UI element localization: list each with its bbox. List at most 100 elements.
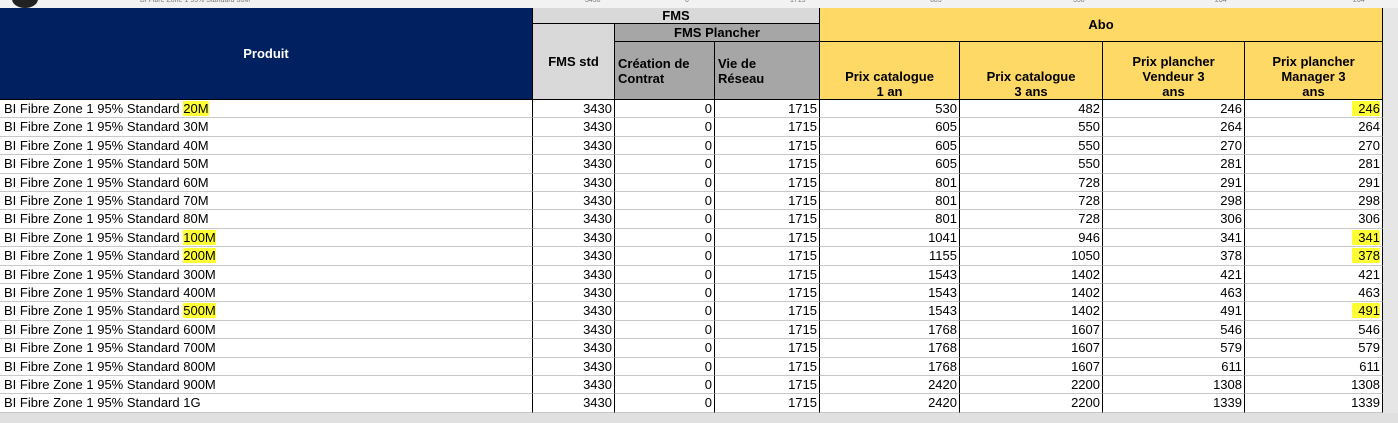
cut-row-value: 550 — [1073, 0, 1085, 4]
value-cell: 1715 — [715, 118, 820, 137]
value-cell: 579 — [1245, 339, 1383, 358]
value-cell: 298 — [1245, 192, 1383, 211]
value: 270 — [1220, 137, 1242, 153]
value-cell: 579 — [1103, 339, 1245, 358]
value: 1715 — [788, 395, 817, 411]
value-cell: 291 — [1245, 173, 1383, 192]
cut-row-product: BI Fibre Zone 1 95% Standard 30M — [140, 0, 251, 4]
value-cell: 1715 — [715, 228, 820, 248]
side-gutter — [1383, 8, 1398, 413]
value: 1402 — [1071, 303, 1100, 319]
column-header: Prix plancher Vendeur 3 ans — [1103, 42, 1245, 100]
product-name: BI Fibre Zone 1 95% Standard — [4, 266, 180, 282]
cut-row-value: 1715 — [790, 0, 806, 4]
value: 1155 — [929, 248, 957, 264]
value: 281 — [1358, 156, 1380, 172]
value-cell: 421 — [1245, 265, 1383, 284]
value: 0 — [704, 193, 712, 208]
product-cell: BI Fibre Zone 1 95% Standard 100M — [0, 228, 533, 248]
product-cell: BI Fibre Zone 1 95% Standard 1G — [0, 394, 533, 413]
value-cell: 801 — [820, 210, 960, 229]
value-cell: 1607 — [960, 357, 1103, 376]
column-header: Vie de Réseau — [715, 42, 820, 100]
value: 270 — [1358, 137, 1380, 153]
value: 1543 — [928, 266, 957, 282]
product-cell: BI Fibre Zone 1 95% Standard 50M — [0, 155, 533, 174]
value-cell: 605 — [820, 136, 960, 156]
header-produit: Produit — [0, 8, 533, 100]
value-cell: 550 — [960, 136, 1103, 156]
value: 530 — [935, 101, 957, 116]
cut-row-value: 3430 — [585, 0, 601, 4]
value: 1715 — [788, 174, 817, 190]
value: 0 — [704, 377, 712, 392]
value: 2200 — [1071, 395, 1100, 411]
value: 1715 — [788, 248, 817, 264]
value: 1768 — [928, 358, 957, 374]
value-cell: 1308 — [1103, 376, 1245, 395]
value: 291 — [1358, 174, 1380, 190]
header-text: Produit — [243, 46, 289, 61]
value: 1715 — [788, 358, 817, 374]
value-cell: 1715 — [715, 247, 820, 266]
value-cell: 341 — [1103, 228, 1245, 248]
value: 491 — [1220, 303, 1242, 319]
value: 546 — [1220, 321, 1242, 337]
column-header: Prix plancher Manager 3 ans — [1245, 42, 1383, 100]
product-cell: BI Fibre Zone 1 95% Standard 800M — [0, 357, 533, 376]
value: 3430 — [583, 119, 612, 135]
value-cell: 281 — [1245, 155, 1383, 174]
value: 611 — [1221, 358, 1242, 374]
value-cell: 0 — [615, 302, 715, 321]
value: 1339 — [1351, 395, 1380, 411]
value-cell: 2200 — [960, 394, 1103, 413]
product-speed: 700M — [183, 340, 216, 356]
product-speed: 40M — [183, 137, 209, 153]
product-speed: 200M — [183, 248, 216, 264]
value: 546 — [1358, 321, 1380, 337]
value-cell: 1339 — [1245, 394, 1383, 413]
value-cell: 0 — [615, 357, 715, 376]
product-speed: 300M — [183, 266, 216, 282]
product-speed: 900M — [183, 377, 216, 392]
cut-row-text: BI Fibre Zone 1 95% Standard 30M 3430 0 171… — [0, 0, 1398, 7]
value-cell: 463 — [1103, 284, 1245, 303]
product-cell: BI Fibre Zone 1 95% Standard 700M — [0, 339, 533, 358]
value: 801 — [935, 174, 957, 190]
value-cell: 0 — [615, 155, 715, 174]
value: 1402 — [1071, 266, 1100, 282]
product-name: BI Fibre Zone 1 95% Standard — [4, 303, 180, 319]
value: 0 — [704, 340, 712, 356]
value-cell: 1715 — [715, 302, 820, 321]
value: 0 — [704, 101, 712, 116]
value-cell: 728 — [960, 210, 1103, 229]
value-cell: 306 — [1245, 210, 1383, 229]
value-cell: 1768 — [820, 339, 960, 358]
value-cell: 491 — [1245, 302, 1383, 321]
value-cell: 246 — [1103, 100, 1245, 119]
value-cell: 1768 — [820, 320, 960, 340]
product-cell: BI Fibre Zone 1 95% Standard 600M — [0, 320, 533, 340]
value: 1607 — [1071, 340, 1100, 356]
product-cell: BI Fibre Zone 1 95% Standard 70M — [0, 192, 533, 211]
value-cell: 1543 — [820, 265, 960, 284]
value: 306 — [1358, 211, 1380, 227]
value: 1543 — [928, 303, 957, 319]
value-cell: 270 — [1245, 136, 1383, 156]
value: 1715 — [788, 266, 817, 282]
value-cell: 0 — [615, 376, 715, 395]
value: 421 — [1220, 266, 1242, 282]
value-cell: 482 — [960, 100, 1103, 119]
column-header: Création de Contrat — [615, 42, 715, 100]
value-cell: 463 — [1245, 284, 1383, 303]
column-header: FMS std — [533, 24, 615, 100]
product-name: BI Fibre Zone 1 95% Standard — [4, 340, 180, 356]
header-text: Prix plancher Vendeur 3 ans — [1132, 54, 1215, 99]
value: 605 — [935, 119, 957, 135]
value: 3430 — [583, 266, 612, 282]
value-cell: 3430 — [533, 118, 615, 137]
header-text: FMS — [662, 8, 690, 23]
header-text: Création de Contrat — [618, 55, 690, 86]
value: 1715 — [788, 156, 817, 172]
value-cell: 3430 — [533, 210, 615, 229]
